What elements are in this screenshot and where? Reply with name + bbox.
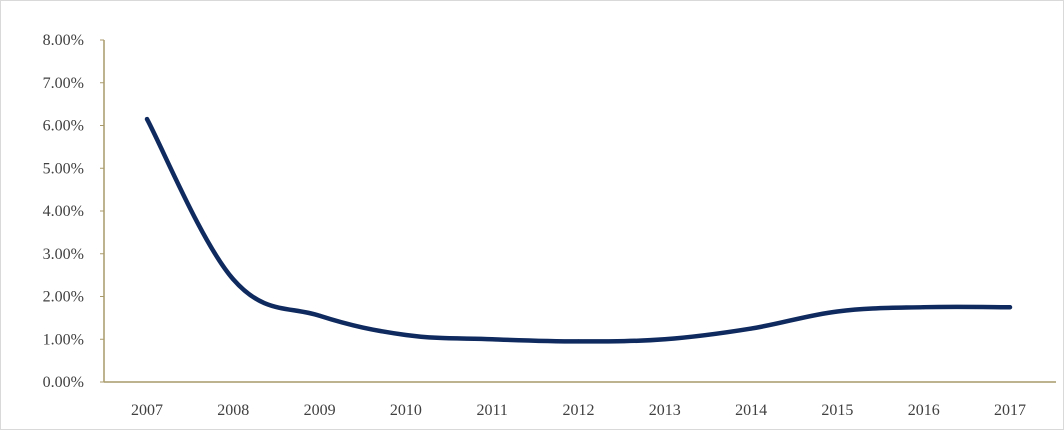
data-point: [921, 305, 926, 310]
data-point: [576, 339, 581, 344]
data-point: [145, 117, 149, 122]
x-tick-label: 2010: [390, 402, 422, 419]
x-tick-label: 2017: [994, 402, 1026, 419]
data-point: [835, 309, 840, 314]
x-tick-label: 2015: [821, 402, 853, 419]
y-tick-label: 8.00%: [43, 32, 84, 49]
x-tick-label: 2016: [908, 402, 940, 419]
x-tick-label: 2007: [131, 402, 163, 419]
y-tick-label: 6.00%: [43, 118, 84, 135]
data-point: [403, 332, 408, 337]
x-tick-label: 2009: [304, 402, 336, 419]
y-tick-label: 3.00%: [43, 246, 84, 263]
data-point: [1008, 305, 1012, 310]
x-tick-label: 2012: [563, 402, 595, 419]
y-axis-ticks: 0.00% 1.00% 2.00% 3.00% 4.00% 5.00% 6.00% 7.00%…: [43, 32, 104, 391]
x-axis-ticks: 2007 2008 2009 2010 2011 2012 2013 2014 2015 2016…: [131, 402, 1026, 419]
y-tick-label: 0.00%: [43, 374, 84, 391]
data-point: [317, 313, 322, 318]
data-point: [749, 326, 754, 331]
x-tick-label: 2008: [217, 402, 249, 419]
y-tick-label: 5.00%: [43, 160, 84, 177]
y-tick-label: 7.00%: [43, 75, 84, 92]
data-point: [231, 277, 236, 282]
data-point: [490, 337, 495, 342]
x-tick-label: 2011: [476, 402, 507, 419]
data-point: [662, 337, 667, 342]
y-tick-label: 4.00%: [43, 203, 84, 220]
series-line: [144, 116, 1013, 344]
x-tick-label: 2014: [735, 402, 767, 419]
data-points: [145, 117, 1012, 344]
x-tick-label: 2013: [649, 402, 681, 419]
y-tick-label: 2.00%: [43, 289, 84, 306]
y-tick-label: 1.00%: [43, 331, 84, 348]
